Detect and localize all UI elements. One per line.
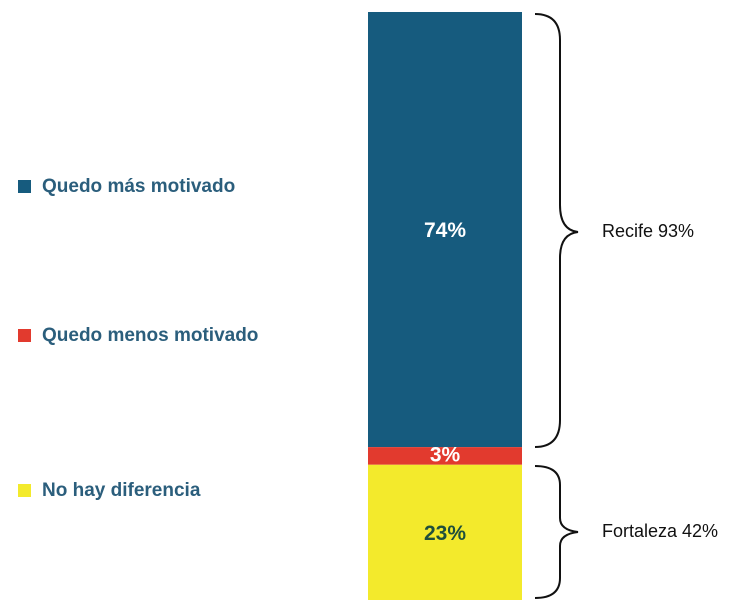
value-label: 74% <box>424 219 466 242</box>
legend-label: Quedo menos motivado <box>42 325 258 346</box>
legend-label: Quedo más motivado <box>42 176 235 197</box>
brace <box>534 465 579 599</box>
legend-swatch <box>18 329 31 342</box>
bar-segment <box>368 447 522 465</box>
value-label: 3% <box>430 443 461 466</box>
annotation: Recife 93% <box>602 221 694 241</box>
legend-label: No hay diferencia <box>42 480 201 501</box>
bar-segment <box>368 12 522 448</box>
bar-segment <box>368 464 522 600</box>
brace <box>534 13 579 448</box>
legend-swatch <box>18 180 31 193</box>
annotation: Fortaleza 42% <box>602 521 718 541</box>
value-label: 23% <box>424 522 466 545</box>
legend-swatch <box>18 484 31 497</box>
